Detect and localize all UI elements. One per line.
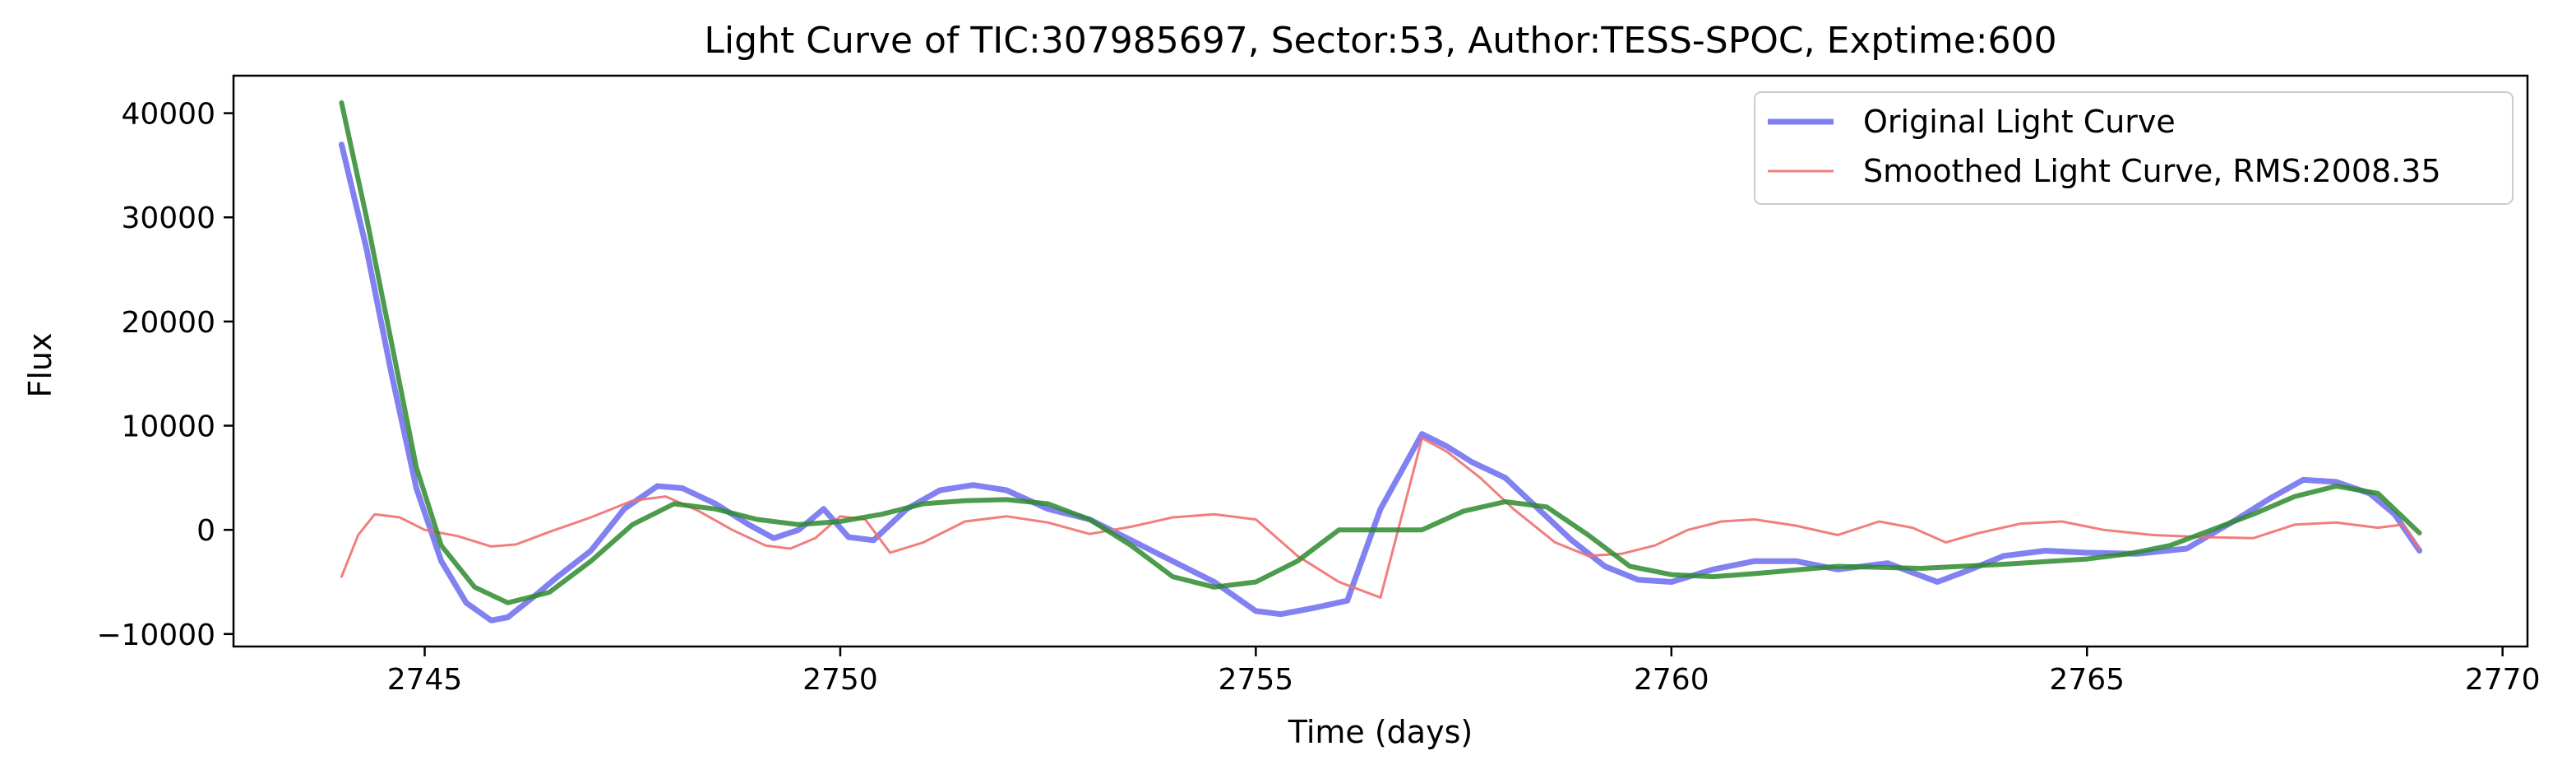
legend: Original Light Curve Smoothed Light Curv… bbox=[1754, 91, 2514, 205]
y-tick-label: 20000 bbox=[121, 306, 215, 340]
y-tick-label: 30000 bbox=[121, 202, 215, 235]
legend-label-original: Original Light Curve bbox=[1863, 104, 2176, 140]
y-tick-label: 0 bbox=[197, 514, 215, 548]
y-axis: −10000 0 10000 20000 30000 40000 bbox=[96, 98, 234, 652]
y-tick-label: −10000 bbox=[96, 619, 215, 652]
y-axis-label: Flux bbox=[22, 333, 58, 398]
x-tick-label: 2765 bbox=[2049, 663, 2125, 697]
chart-title: Light Curve of TIC:307985697, Sector:53,… bbox=[704, 20, 2056, 62]
legend-label-smoothed: Smoothed Light Curve, RMS:2008.35 bbox=[1863, 153, 2441, 189]
x-axis: 2745 2750 2755 2760 2765 2770 bbox=[387, 647, 2541, 697]
x-tick-label: 2770 bbox=[2465, 663, 2541, 697]
x-tick-label: 2760 bbox=[1634, 663, 1709, 697]
plot-frame bbox=[232, 74, 2529, 648]
x-tick-label: 2750 bbox=[802, 663, 878, 697]
series-line-1 bbox=[340, 437, 2421, 599]
y-tick-label: 40000 bbox=[121, 98, 215, 132]
series-line-0 bbox=[338, 141, 2423, 623]
x-tick-label: 2745 bbox=[387, 663, 463, 697]
series-line-2 bbox=[339, 100, 2422, 605]
x-tick-label: 2755 bbox=[1219, 663, 1294, 697]
legend-box bbox=[1754, 91, 2514, 205]
y-tick-label: 10000 bbox=[121, 410, 215, 444]
x-axis-label: Time (days) bbox=[1288, 714, 1473, 750]
series-layer bbox=[338, 100, 2423, 623]
